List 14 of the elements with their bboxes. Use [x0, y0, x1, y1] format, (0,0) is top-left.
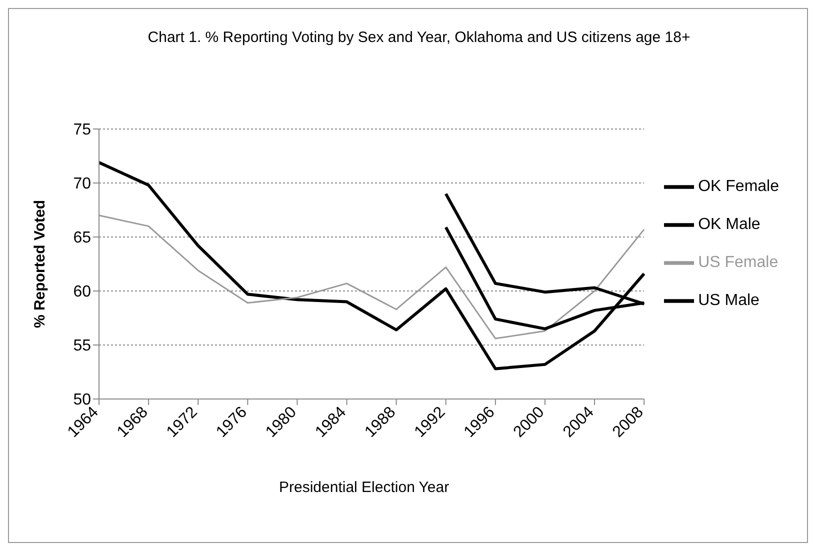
y-tick-label: 75 [73, 122, 92, 139]
x-axis-title: Presidential Election Year [279, 479, 450, 496]
legend-label: OK Male [698, 216, 760, 233]
line-series [98, 160, 646, 370]
chart-title: Chart 1. % Reporting Voting by Sex and Year, Oklahoma and US citizens age 18+ [146, 28, 692, 48]
y-tick-label: 65 [73, 230, 92, 247]
y-axis-title: % Reported Voted [31, 200, 48, 328]
legend-label: OK Female [698, 178, 779, 195]
y-tick-label: 60 [73, 284, 92, 301]
y-tick-label: 55 [73, 338, 92, 355]
legend-label: US Male [698, 292, 760, 309]
y-tick-label: 70 [73, 176, 92, 193]
legend-label: US Female [698, 254, 778, 271]
line-series [98, 214, 645, 340]
